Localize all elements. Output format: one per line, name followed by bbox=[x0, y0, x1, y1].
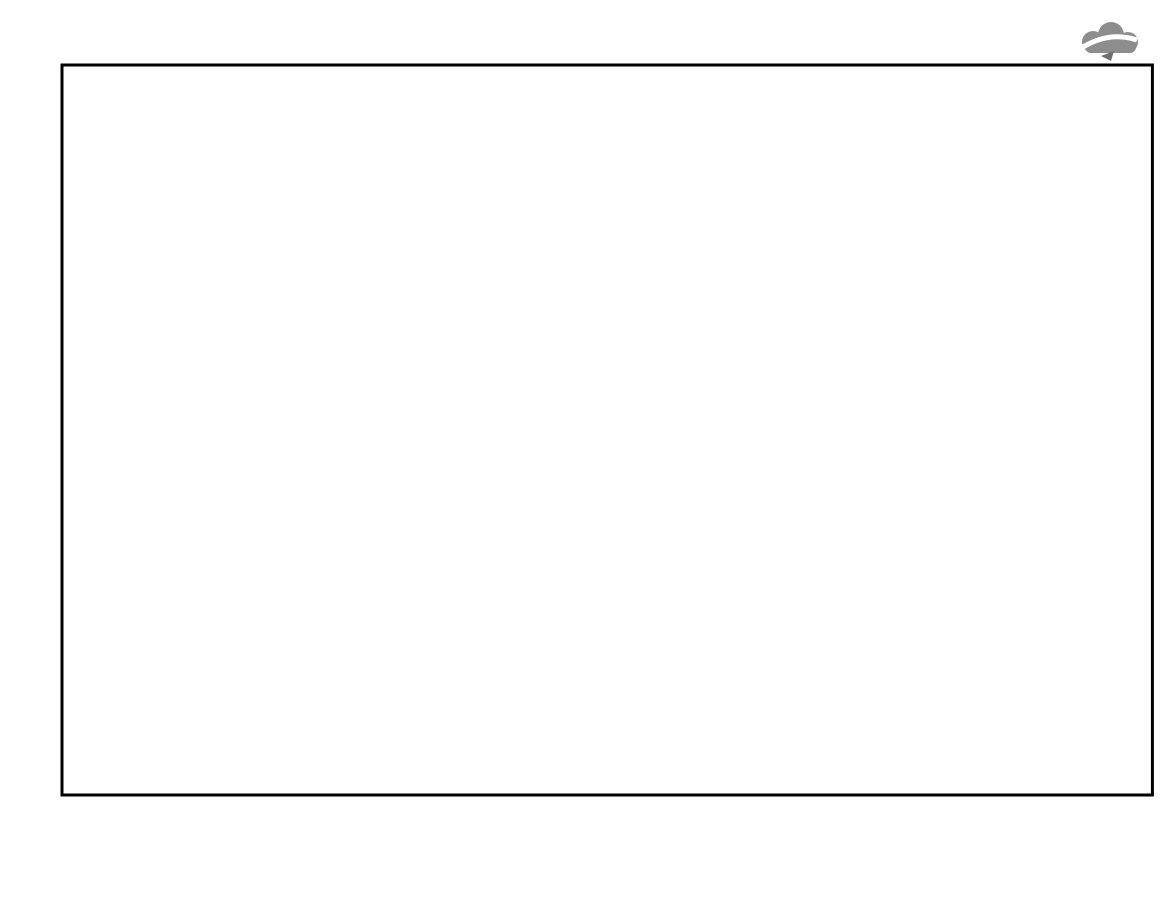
map-frame bbox=[60, 63, 1154, 797]
seevccc-cloud-icon bbox=[1081, 22, 1138, 61]
seevccc-logo bbox=[1071, 20, 1155, 62]
